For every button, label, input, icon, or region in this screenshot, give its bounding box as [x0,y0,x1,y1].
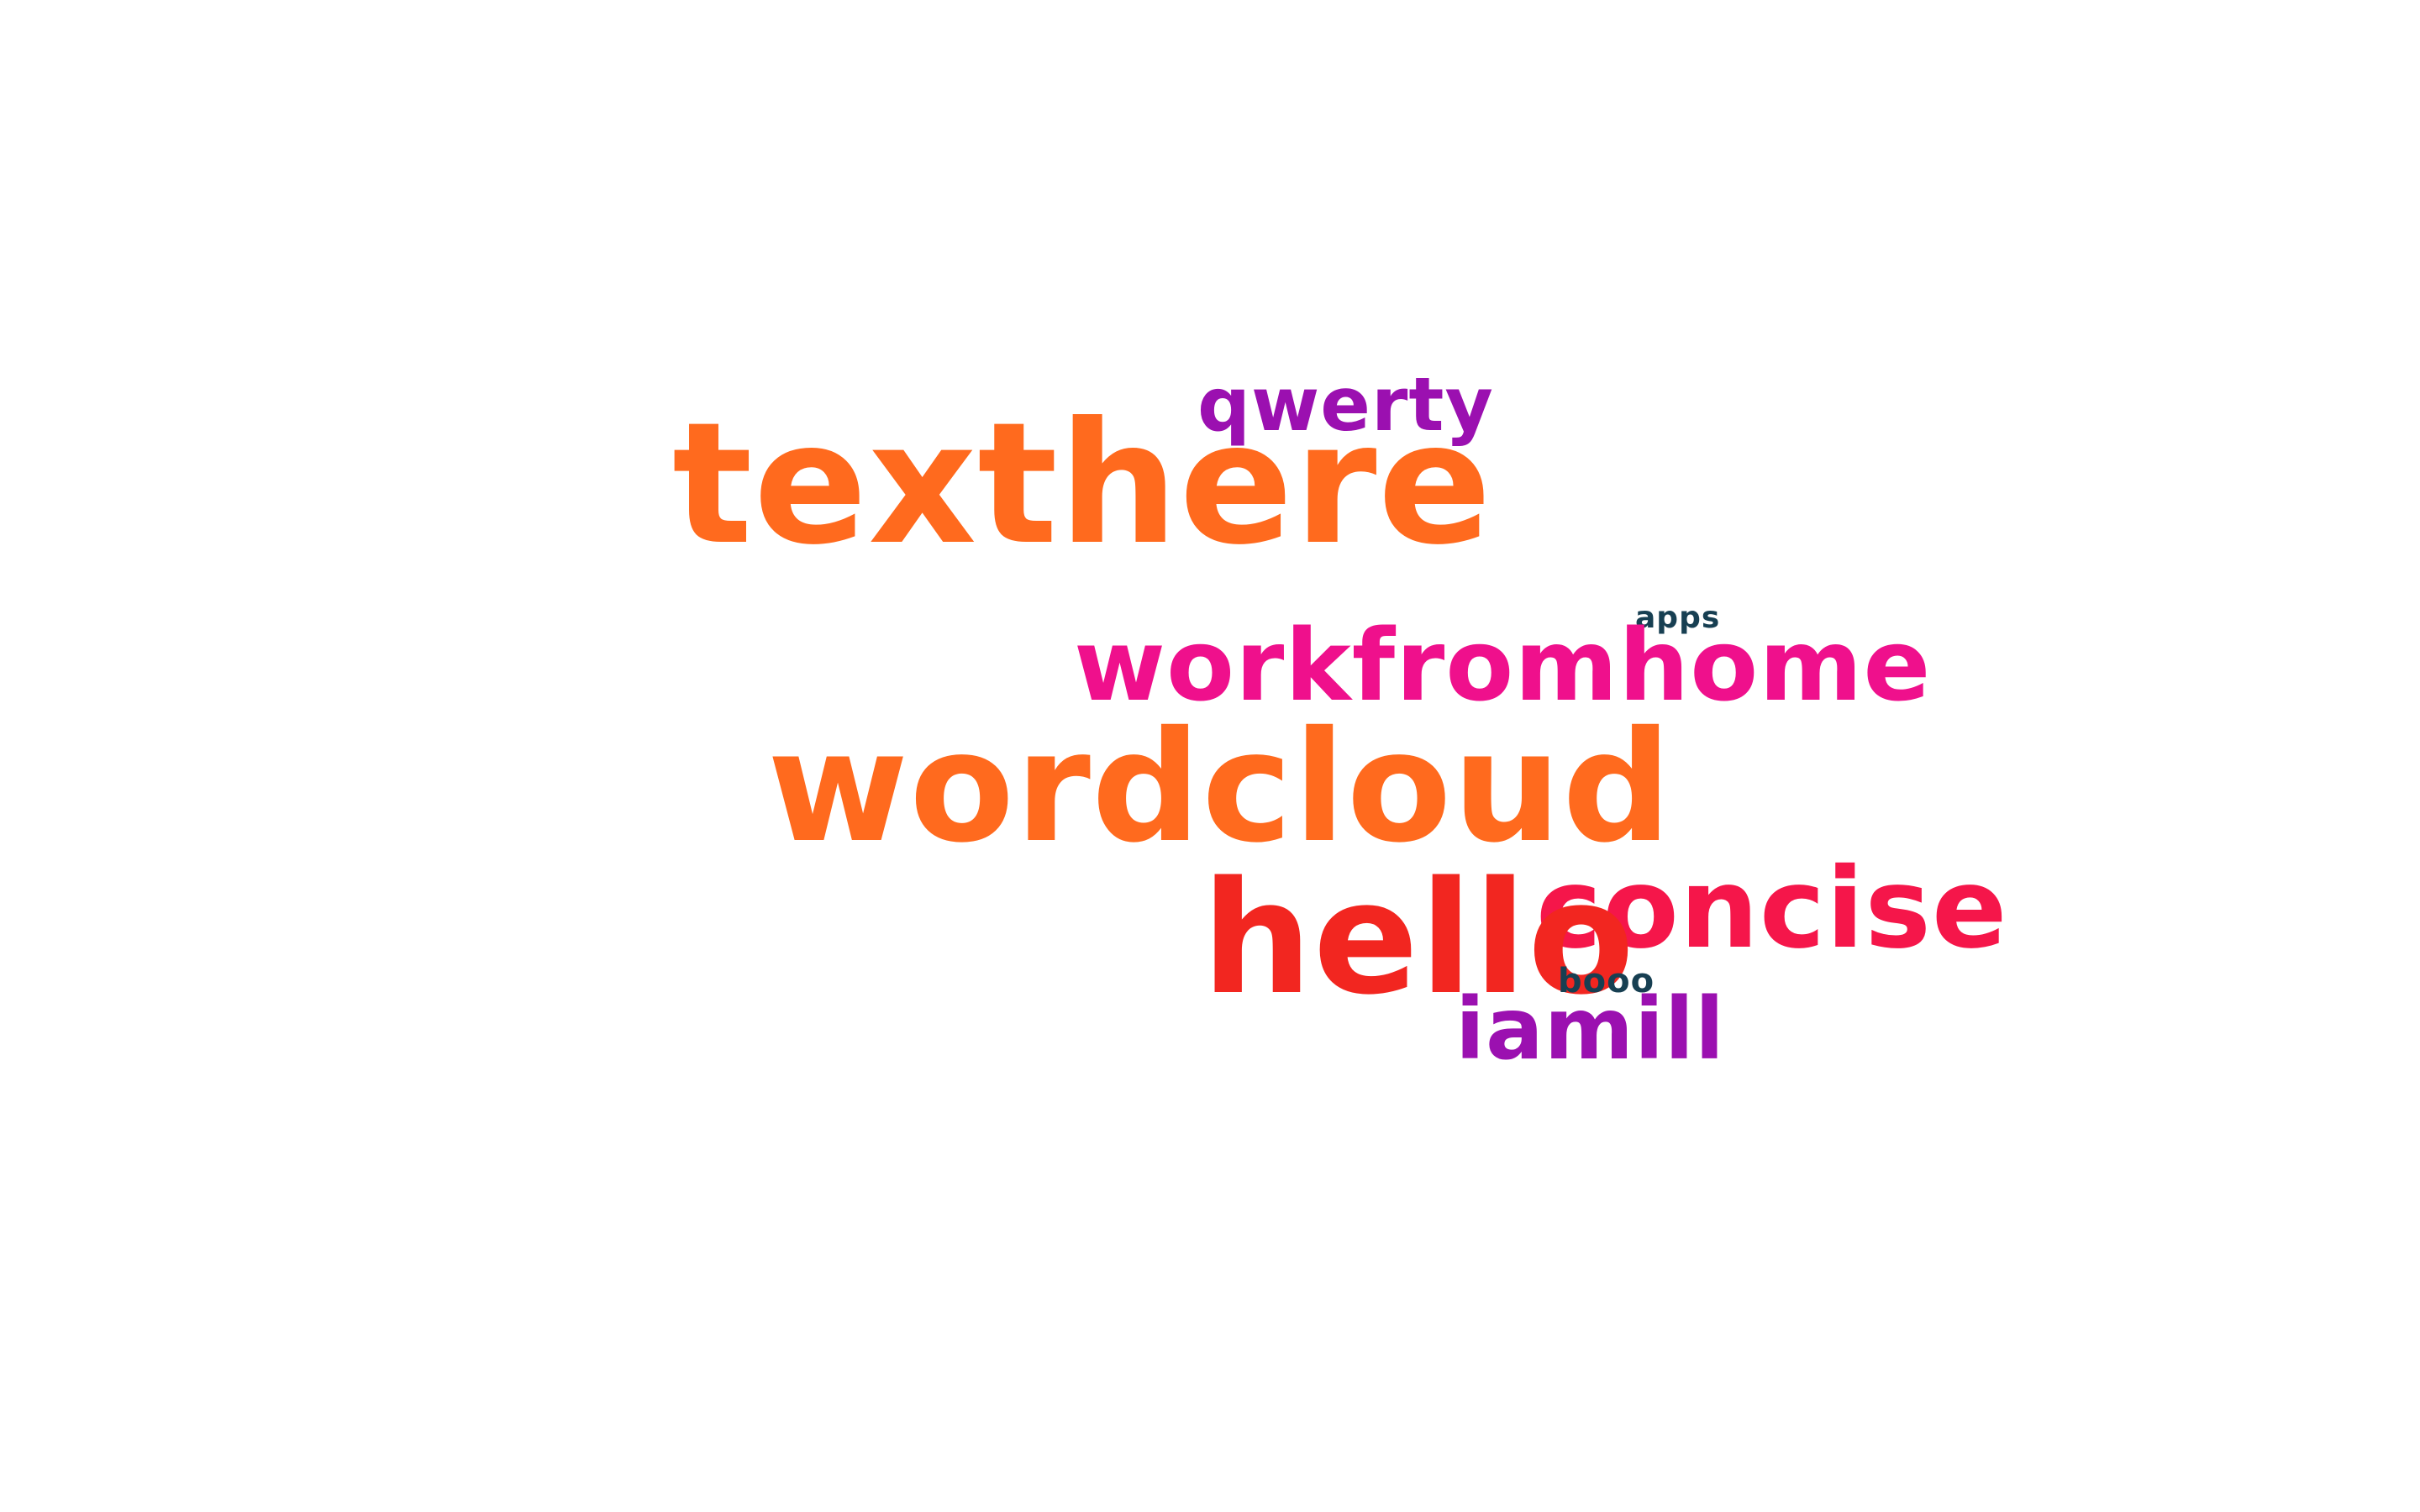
word-hello: hello [1202,848,1636,1029]
word-workfromhome: workfromhome [1074,607,1932,723]
word-concise: concise [1536,844,2008,974]
word-booo: booo [1558,962,1655,1000]
word-apps: apps [1635,601,1721,635]
word-qwerty: qwerty [1197,361,1494,448]
word-texthere: texthere [672,386,1493,582]
word-iamill: iamill [1455,979,1725,1079]
word-wordcloud: wordcloud [767,698,1673,876]
